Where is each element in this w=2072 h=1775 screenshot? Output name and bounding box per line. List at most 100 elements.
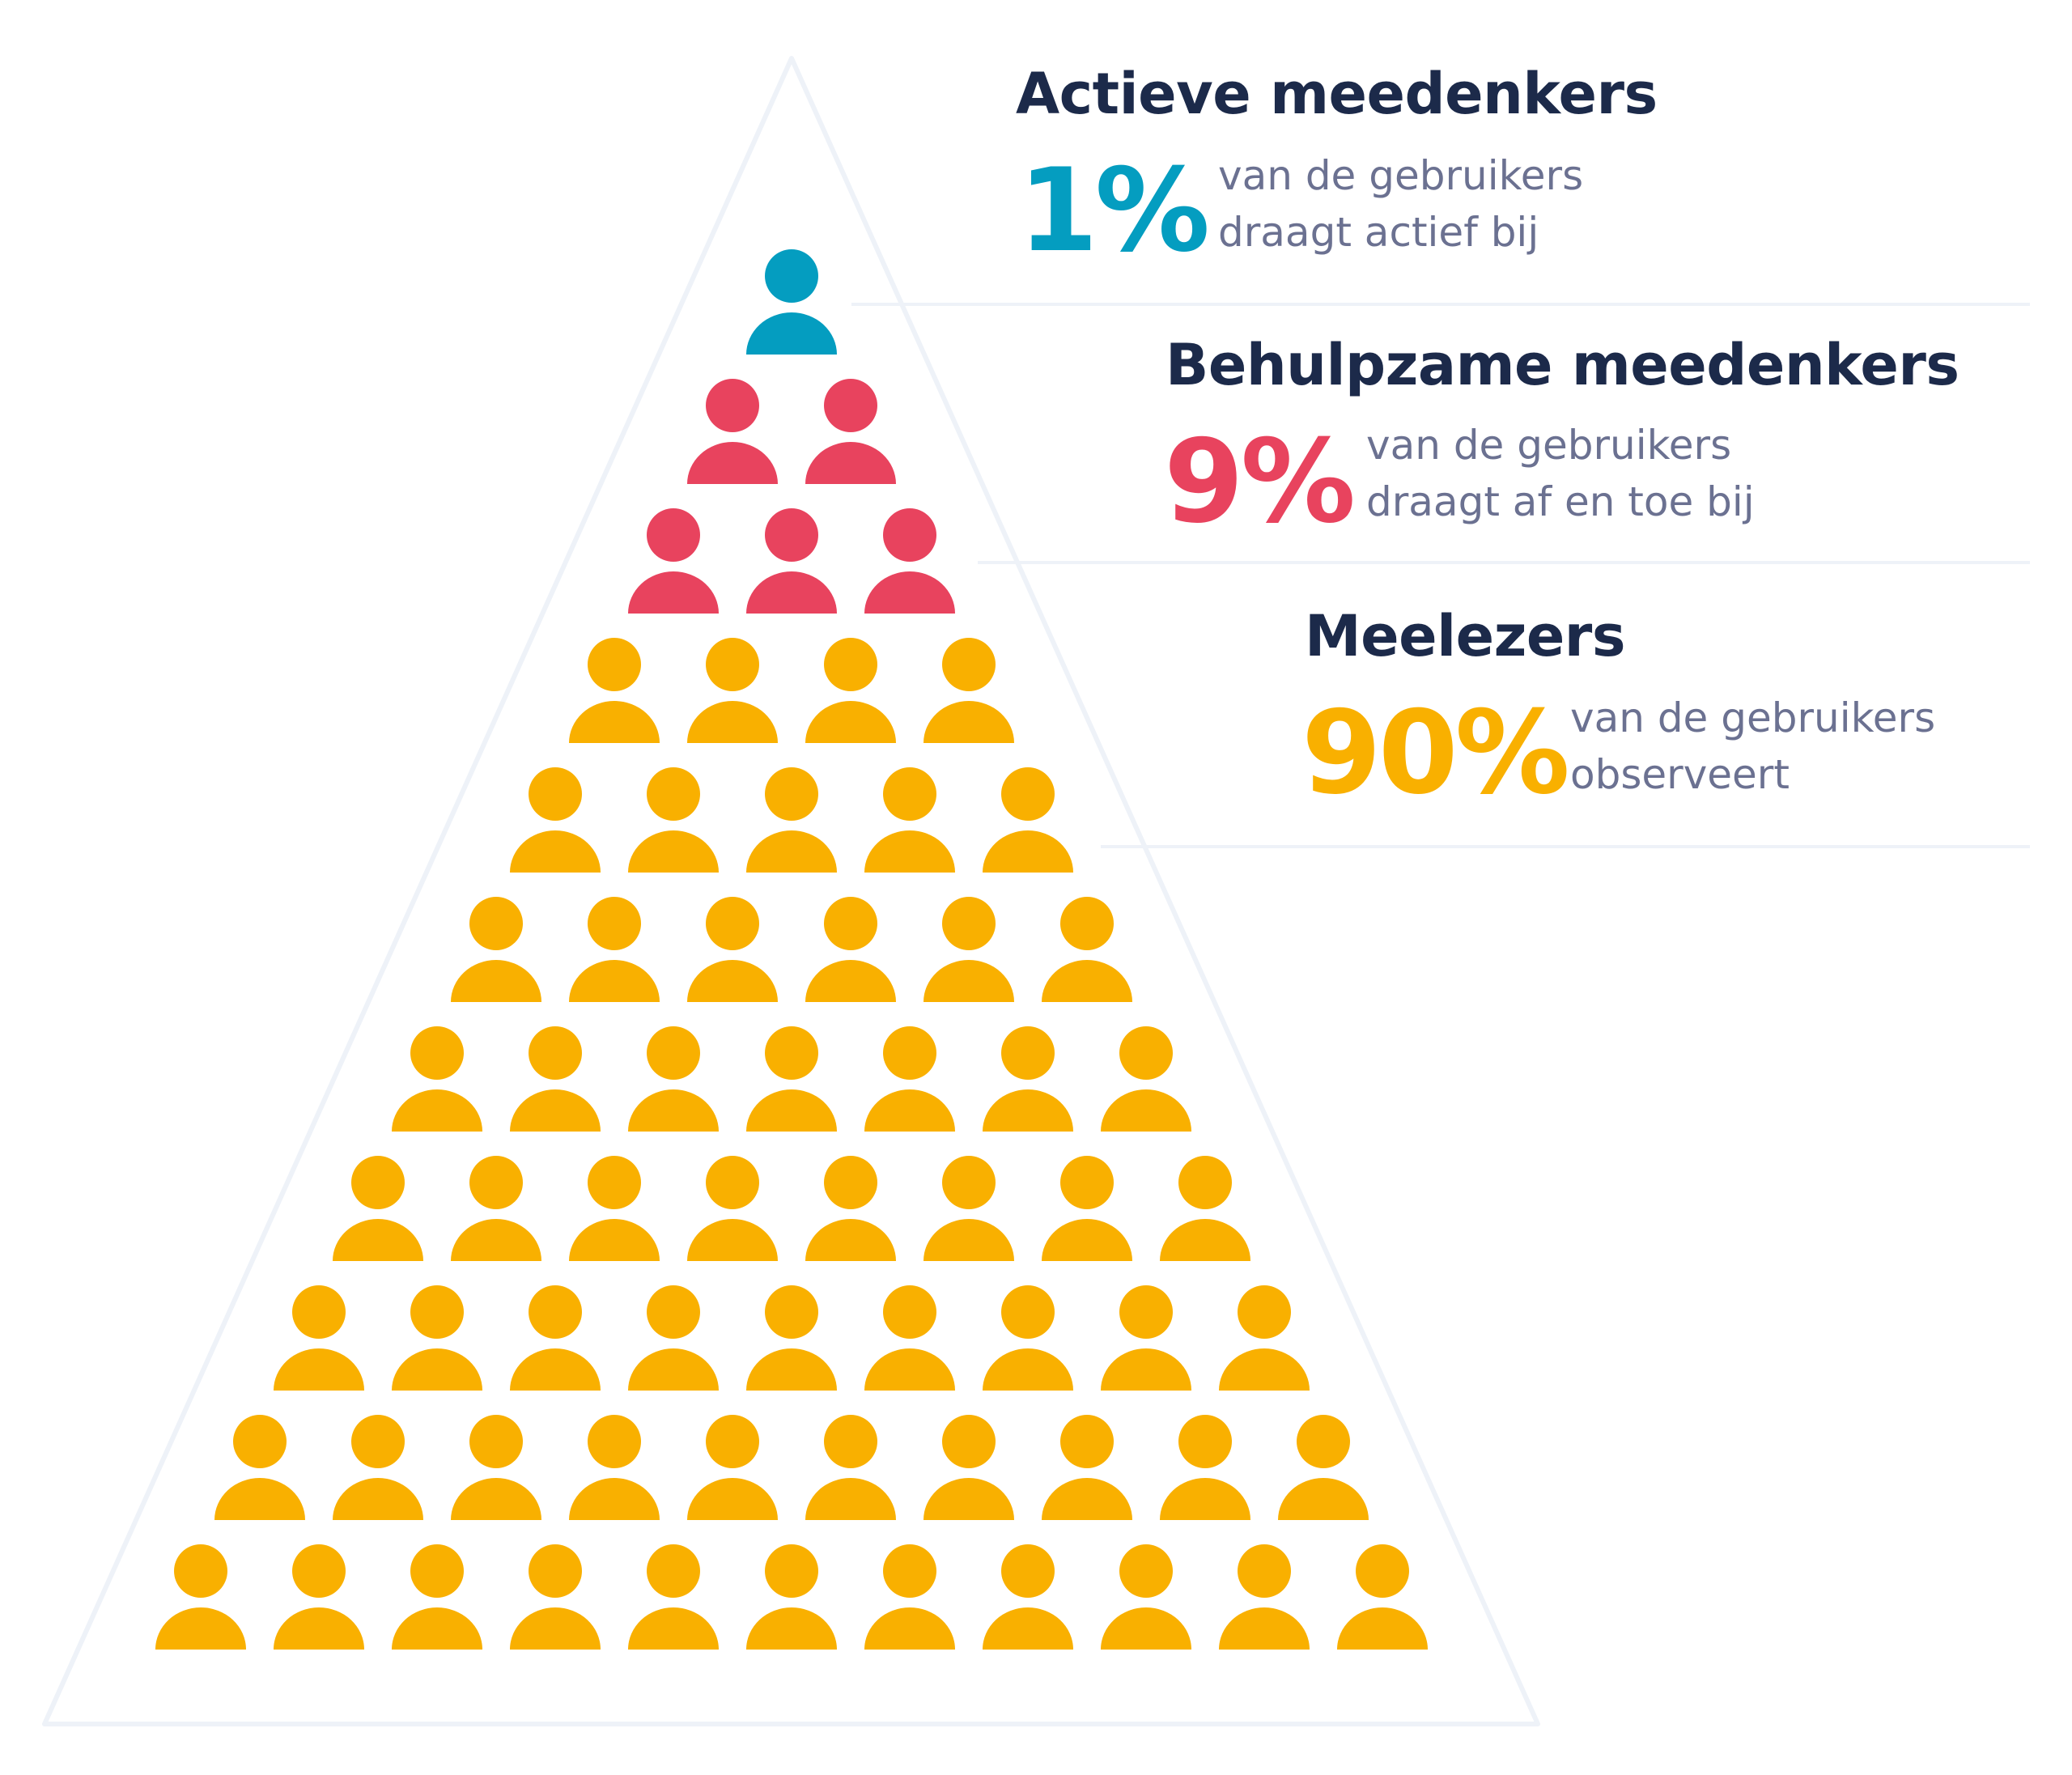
person-head [824, 638, 877, 691]
person-head [647, 1285, 700, 1339]
person-head [942, 638, 996, 691]
person-body [864, 1089, 955, 1132]
person-head [706, 897, 759, 950]
person-icon [451, 1156, 541, 1261]
person-icon [510, 1026, 601, 1132]
person-head [588, 1156, 641, 1209]
person-head [529, 767, 582, 821]
person-body [805, 701, 896, 743]
person-head [706, 1156, 759, 1209]
person-head [1060, 1156, 1114, 1209]
person-head [942, 1156, 996, 1209]
person-icon [1101, 1285, 1191, 1391]
person-icon [687, 897, 778, 1002]
person-head [883, 508, 936, 562]
person-icon [510, 767, 601, 873]
person-icon [923, 897, 1014, 1002]
person-icon [510, 1285, 601, 1391]
person-body [687, 701, 778, 743]
people-group [155, 249, 1428, 1650]
person-icon [569, 1415, 660, 1520]
tier-1-percent: 1% [1018, 144, 1210, 278]
person-head [706, 638, 759, 691]
person-body [983, 1348, 1073, 1391]
person-head [1060, 1415, 1114, 1468]
person-icon [333, 1415, 423, 1520]
person-icon [687, 379, 778, 484]
person-body [392, 1089, 482, 1132]
person-head [174, 1544, 227, 1598]
tier-2-description-line-1: van de gebruikers [1366, 422, 1732, 469]
person-icon [687, 1156, 778, 1261]
person-body [1101, 1348, 1191, 1391]
person-head [469, 1415, 523, 1468]
tier-3-description-line-1: van de gebruikers [1570, 694, 1936, 741]
person-icon [983, 767, 1073, 873]
person-icon [392, 1544, 482, 1650]
person-icon [1042, 897, 1132, 1002]
person-head [765, 508, 818, 562]
person-body [569, 701, 660, 743]
person-body [214, 1478, 305, 1520]
person-body [864, 1607, 955, 1650]
person-body [923, 1478, 1014, 1520]
person-head [706, 379, 759, 432]
person-icon [569, 1156, 660, 1261]
person-head [647, 1026, 700, 1080]
person-body [628, 1348, 719, 1391]
person-icon [746, 249, 837, 355]
person-head [529, 1544, 582, 1598]
person-head [410, 1544, 464, 1598]
person-icon [1042, 1415, 1132, 1520]
person-icon [1337, 1544, 1428, 1650]
person-head [1178, 1415, 1232, 1468]
person-body [983, 1089, 1073, 1132]
person-head [706, 1415, 759, 1468]
person-icon [628, 1544, 719, 1650]
person-body [333, 1219, 423, 1261]
person-body [983, 830, 1073, 873]
person-icon [746, 508, 837, 614]
person-icon [628, 767, 719, 873]
person-icon [923, 1415, 1014, 1520]
person-body [923, 960, 1014, 1002]
person-icon [805, 638, 896, 743]
person-head [765, 1285, 818, 1339]
person-body [923, 1219, 1014, 1261]
person-head [1356, 1544, 1409, 1598]
person-head [529, 1026, 582, 1080]
person-icon [569, 638, 660, 743]
person-icon [628, 1026, 719, 1132]
person-body [1278, 1478, 1369, 1520]
person-body [687, 1219, 778, 1261]
person-head [1238, 1285, 1291, 1339]
person-icon [983, 1026, 1073, 1132]
person-head [824, 897, 877, 950]
person-icon [274, 1544, 364, 1650]
person-body [1042, 960, 1132, 1002]
pyramid-outline [42, 56, 1540, 1726]
person-head [292, 1285, 346, 1339]
person-icon [746, 767, 837, 873]
person-head [588, 638, 641, 691]
person-icon [864, 1026, 955, 1132]
person-head [1001, 1026, 1055, 1080]
person-head [824, 379, 877, 432]
person-body [1042, 1219, 1132, 1261]
person-head [765, 249, 818, 303]
person-icon [628, 1285, 719, 1391]
person-body [628, 1607, 719, 1650]
person-body [510, 1607, 601, 1650]
person-icon [214, 1415, 305, 1520]
tier-2-title: Behulpzame meedenkers [1166, 332, 1959, 398]
person-body [746, 1348, 837, 1391]
person-icon [864, 1544, 955, 1650]
person-head [469, 1156, 523, 1209]
person-icon [805, 379, 896, 484]
person-icon [510, 1544, 601, 1650]
person-icon [983, 1544, 1073, 1650]
person-body [392, 1607, 482, 1650]
person-head [883, 1544, 936, 1598]
person-body [1219, 1348, 1310, 1391]
